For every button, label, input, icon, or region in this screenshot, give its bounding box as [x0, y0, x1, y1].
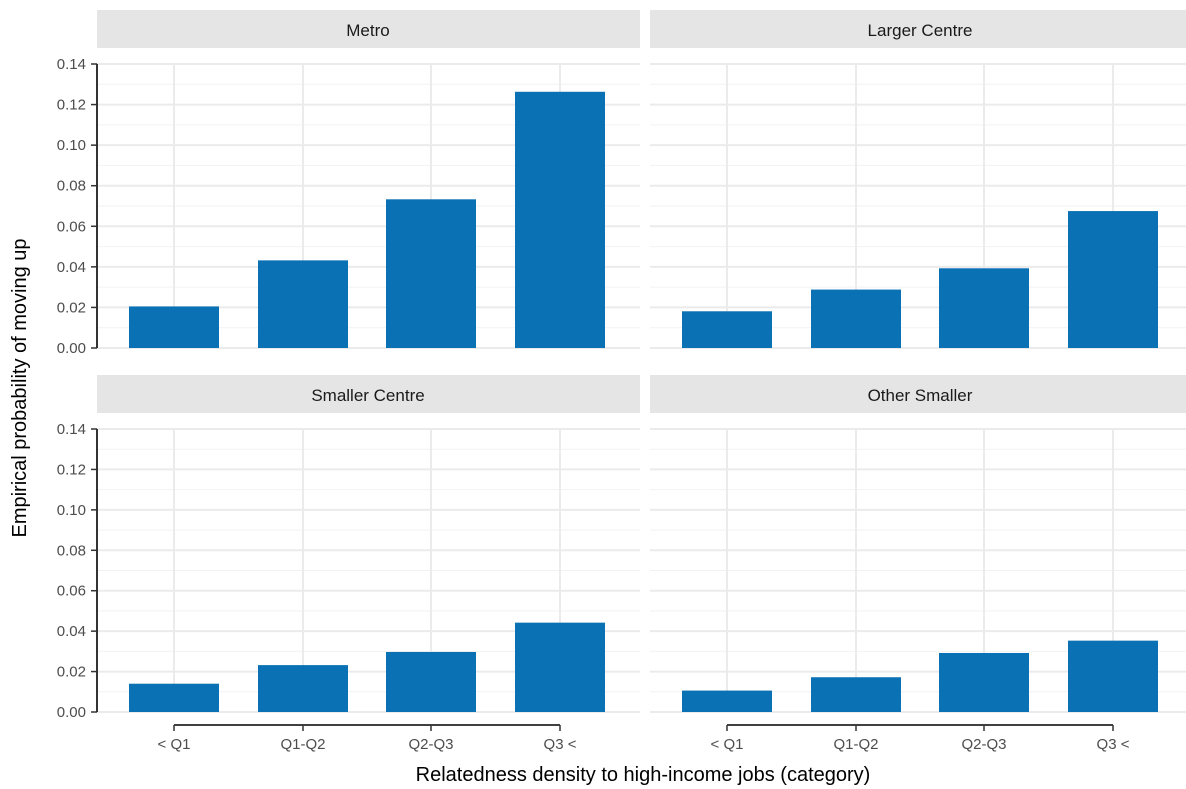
x-tick-label: Q3 <: [544, 736, 577, 753]
y-tick-label: 0.14: [57, 421, 86, 438]
bar-smaller-centre-q1: [129, 683, 219, 712]
bar-larger-centre-q1-q2: [811, 289, 901, 348]
panel-title-larger-centre: Larger Centre: [868, 21, 973, 40]
bar-smaller-centre-q1-q2: [258, 665, 348, 712]
y-tick-label: 0.02: [57, 664, 86, 681]
bar-metro-q1-q2: [258, 260, 348, 348]
y-tick-label: 0.02: [57, 299, 86, 316]
bar-larger-centre-q3: [1068, 211, 1158, 348]
x-axis-title: Relatedness density to high-income jobs …: [416, 764, 871, 786]
y-axis-title: Empirical probability of moving up: [9, 238, 31, 537]
bar-other-smaller-q2-q3: [939, 652, 1029, 712]
panel-title-other-smaller: Other Smaller: [868, 386, 973, 405]
x-tick-label: Q1-Q2: [280, 736, 325, 753]
bar-metro-q1: [129, 306, 219, 348]
x-tick-label: Q1-Q2: [833, 736, 878, 753]
bar-metro-q3: [515, 91, 605, 348]
strip-other-smaller: [650, 375, 1186, 413]
axis-ticks: 0.00 0.02 0.04 0.06 0.08 0.10 0.12 0.14 0.00 0.02…: [57, 56, 1130, 753]
y-tick-label: 0.12: [57, 461, 86, 478]
panel-title-smaller-centre: Smaller Centre: [311, 386, 424, 405]
bar-larger-centre-q2-q3: [939, 268, 1029, 348]
y-tick-label: 0.08: [57, 542, 86, 559]
x-tick-label: Q2-Q3: [961, 736, 1006, 753]
x-tick-label: Q3 <: [1097, 736, 1130, 753]
y-tick-label: 0.08: [57, 178, 86, 195]
y-tick-label: 0.14: [57, 56, 86, 73]
y-tick-label: 0.10: [57, 137, 86, 154]
y-tick-label: 0.12: [57, 97, 86, 114]
bar-other-smaller-q1: [682, 690, 772, 712]
x-tick-label: < Q1: [158, 736, 191, 753]
y-tick-label: 0.04: [57, 623, 86, 640]
bar-smaller-centre-q3: [515, 622, 605, 712]
bar-other-smaller-q1-q2: [811, 677, 901, 712]
y-tick-label: 0.06: [57, 218, 86, 235]
strip-larger-centre: [650, 10, 1186, 48]
y-tick-label: 0.04: [57, 259, 86, 276]
bar-metro-q2-q3: [386, 199, 476, 348]
y-tick-label: 0.00: [57, 704, 86, 721]
panel-title-metro: Metro: [346, 21, 389, 40]
bar-smaller-centre-q2-q3: [386, 651, 476, 712]
y-tick-label: 0.00: [57, 340, 86, 357]
y-tick-label: 0.06: [57, 583, 86, 600]
strip-metro: [97, 10, 640, 48]
x-tick-label: Q2-Q3: [408, 736, 453, 753]
bar-larger-centre-q1: [682, 311, 772, 348]
x-tick-label: < Q1: [711, 736, 744, 753]
bars: [129, 91, 1158, 712]
strip-smaller-centre: [97, 375, 640, 413]
y-tick-label: 0.10: [57, 502, 86, 519]
bar-other-smaller-q3: [1068, 640, 1158, 712]
